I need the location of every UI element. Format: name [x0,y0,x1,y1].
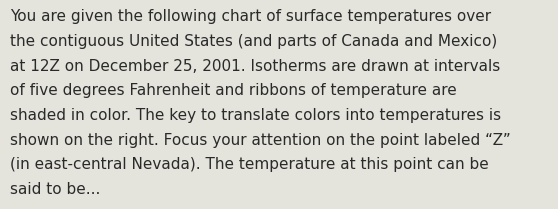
Text: said to be...: said to be... [10,182,100,197]
Text: You are given the following chart of surface temperatures over: You are given the following chart of sur… [10,9,491,24]
Text: of five degrees Fahrenheit and ribbons of temperature are: of five degrees Fahrenheit and ribbons o… [10,83,457,98]
Text: the contiguous United States (and parts of Canada and Mexico): the contiguous United States (and parts … [10,34,497,49]
Text: shaded in color. The key to translate colors into temperatures is: shaded in color. The key to translate co… [10,108,501,123]
Text: shown on the right. Focus your attention on the point labeled “Z”: shown on the right. Focus your attention… [10,133,511,148]
Text: at 12Z on December 25, 2001. Isotherms are drawn at intervals: at 12Z on December 25, 2001. Isotherms a… [10,59,501,74]
Text: (in east-central Nevada). The temperature at this point can be: (in east-central Nevada). The temperatur… [10,157,489,172]
